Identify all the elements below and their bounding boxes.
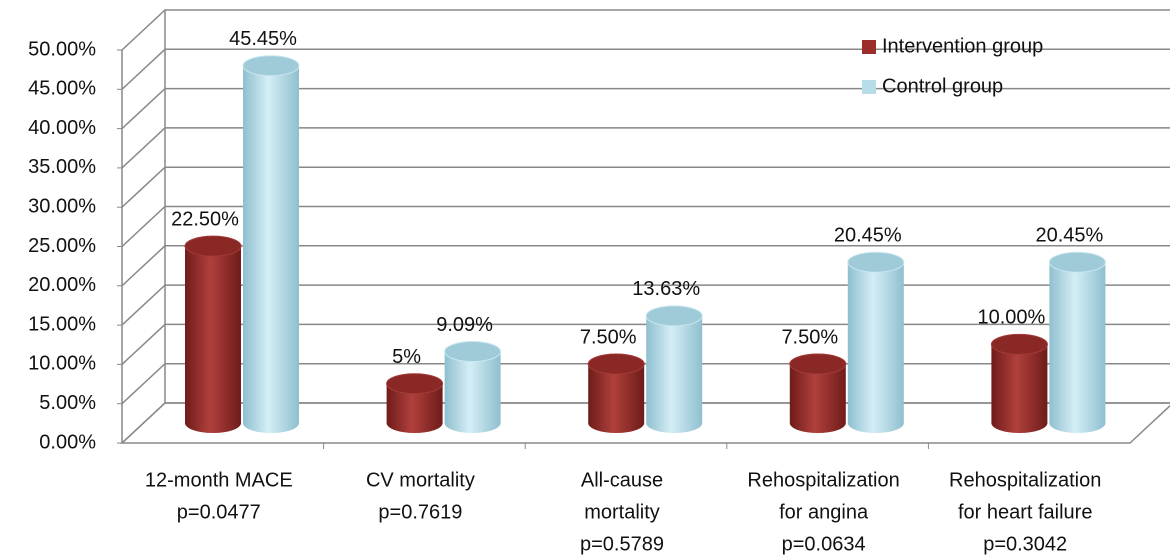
x-tick-label: p=0.7619 bbox=[378, 501, 462, 523]
bar bbox=[444, 351, 501, 433]
y-tick-label: 50.00% bbox=[28, 38, 96, 60]
bar-cap bbox=[990, 333, 1048, 355]
bar-cap bbox=[645, 305, 703, 327]
value-label: 45.45% bbox=[229, 28, 297, 50]
bar-cap bbox=[444, 341, 502, 363]
legend-label: Control group bbox=[882, 75, 1003, 97]
value-label: 20.45% bbox=[834, 225, 902, 247]
bar-cap bbox=[789, 353, 847, 375]
x-tick-label: Rehospitalization bbox=[747, 469, 899, 491]
value-label: 7.50% bbox=[580, 326, 637, 348]
bar-cap bbox=[587, 353, 645, 375]
value-label: 13.63% bbox=[632, 278, 700, 300]
bar bbox=[789, 364, 846, 433]
legend-swatch bbox=[862, 80, 876, 94]
y-tick-label: 45.00% bbox=[28, 78, 96, 100]
x-tick-label: p=0.3042 bbox=[983, 533, 1067, 555]
bar bbox=[847, 262, 904, 433]
y-tick-label: 35.00% bbox=[28, 156, 96, 178]
x-tick-label: p=0.5789 bbox=[580, 533, 664, 555]
value-label: 9.09% bbox=[436, 314, 493, 336]
bar-cap bbox=[847, 251, 905, 273]
x-tick-label: for heart failure bbox=[958, 501, 1093, 523]
y-tick-label: 20.00% bbox=[28, 274, 96, 296]
bar bbox=[185, 246, 241, 433]
y-tick-label: 40.00% bbox=[28, 117, 96, 139]
bar bbox=[646, 315, 703, 433]
y-tick-label: 0.00% bbox=[39, 431, 96, 453]
value-label: 7.50% bbox=[781, 326, 838, 348]
value-label: 10.00% bbox=[977, 307, 1045, 329]
bar bbox=[386, 383, 443, 433]
y-tick-label: 15.00% bbox=[28, 313, 96, 335]
y-tick-label: 5.00% bbox=[39, 392, 96, 414]
legend-swatch bbox=[862, 40, 876, 54]
y-tick-label: 25.00% bbox=[28, 235, 96, 257]
bar bbox=[243, 65, 299, 433]
bar bbox=[991, 344, 1048, 433]
value-label: 22.50% bbox=[171, 208, 239, 230]
bar bbox=[588, 364, 645, 433]
y-tick-label: 10.00% bbox=[28, 353, 96, 375]
x-tick-label: CV mortality bbox=[366, 469, 475, 491]
x-tick-label: All-cause bbox=[581, 469, 663, 491]
value-label: 20.45% bbox=[1035, 225, 1103, 247]
x-tick-label: 12-month MACE bbox=[145, 469, 293, 491]
bar bbox=[1049, 262, 1106, 433]
x-tick-label: p=0.0477 bbox=[177, 501, 261, 523]
y-tick-label: 30.00% bbox=[28, 195, 96, 217]
x-tick-label: mortality bbox=[584, 501, 660, 523]
bar-cap bbox=[386, 373, 444, 395]
x-tick-label: p=0.0634 bbox=[782, 533, 866, 555]
bar-cap bbox=[184, 235, 242, 257]
x-tick-label: Rehospitalization bbox=[949, 469, 1101, 491]
legend-label: Intervention group bbox=[882, 35, 1043, 57]
x-tick-label: for angina bbox=[779, 501, 869, 523]
bar-cap bbox=[1048, 251, 1106, 273]
value-label: 5% bbox=[392, 346, 421, 368]
bar-cap bbox=[242, 55, 300, 77]
